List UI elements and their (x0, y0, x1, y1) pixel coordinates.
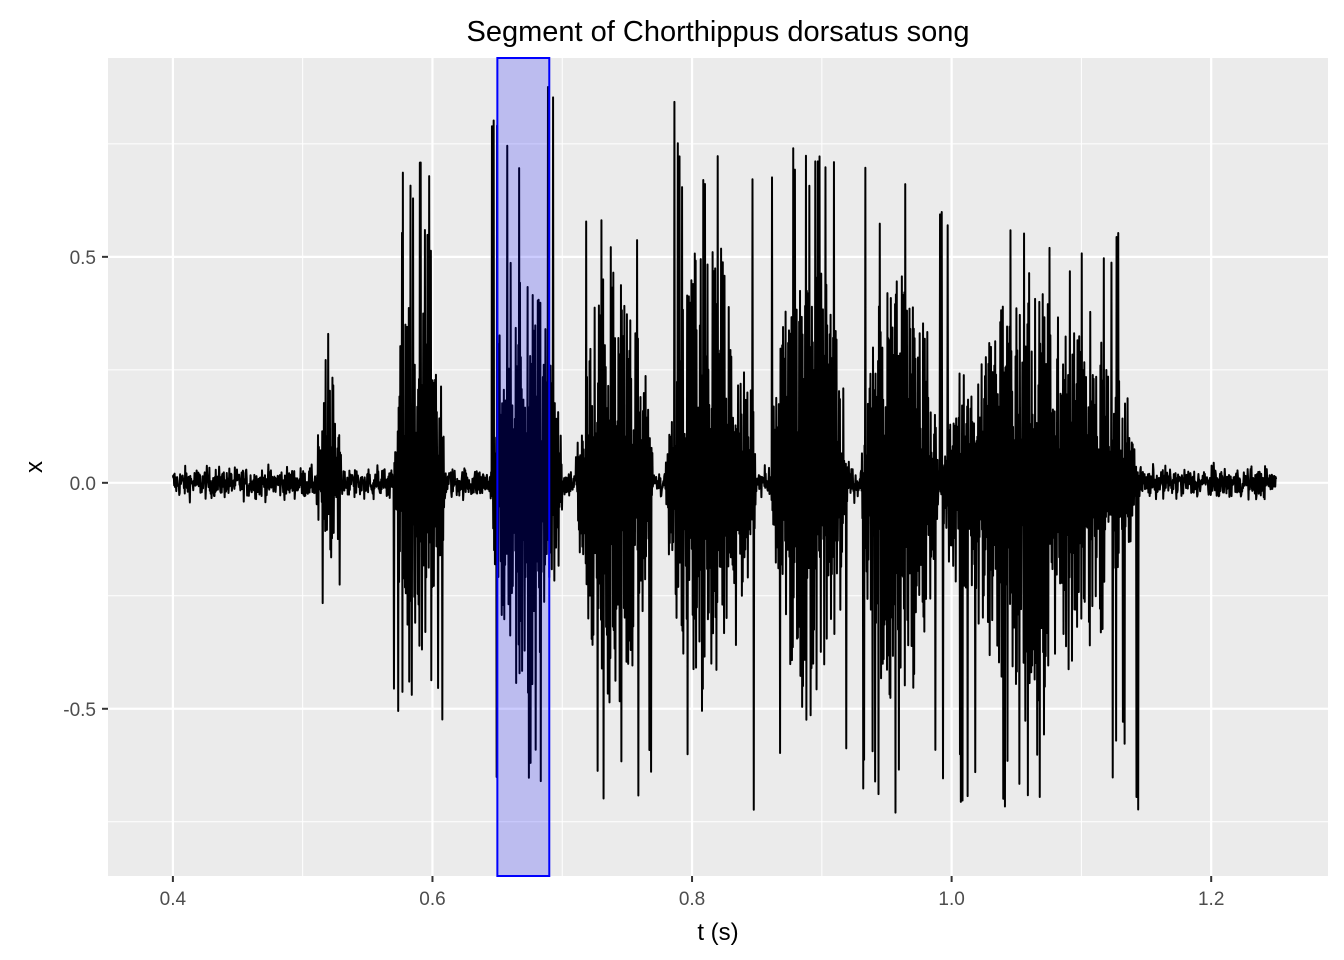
chart-title: Segment of Chorthippus dorsatus song (467, 16, 970, 48)
x-tick-label: 0.4 (160, 889, 187, 910)
y-tick-label: 0.0 (70, 474, 96, 495)
highlight-layer (496, 57, 551, 877)
x-tick-label: 1.0 (938, 889, 964, 910)
x-tick-label: 0.8 (679, 889, 705, 910)
y-tick-label: 0.5 (70, 248, 96, 269)
highlight-region (496, 57, 551, 877)
x-tick-label: 1.2 (1198, 889, 1224, 910)
axis-ticks (102, 255, 1213, 882)
x-tick-label: 0.6 (419, 889, 445, 910)
waveform-line (171, 85, 1278, 814)
series-layer (171, 85, 1278, 814)
y-tick-label: -0.5 (63, 700, 96, 721)
x-axis-title: t (s) (697, 919, 738, 946)
tick-labels: 0.4 0.6 0.8 1.0 1.2 -0.5 0.0 0.5 (63, 248, 1224, 910)
y-axis-title: x (21, 461, 48, 473)
